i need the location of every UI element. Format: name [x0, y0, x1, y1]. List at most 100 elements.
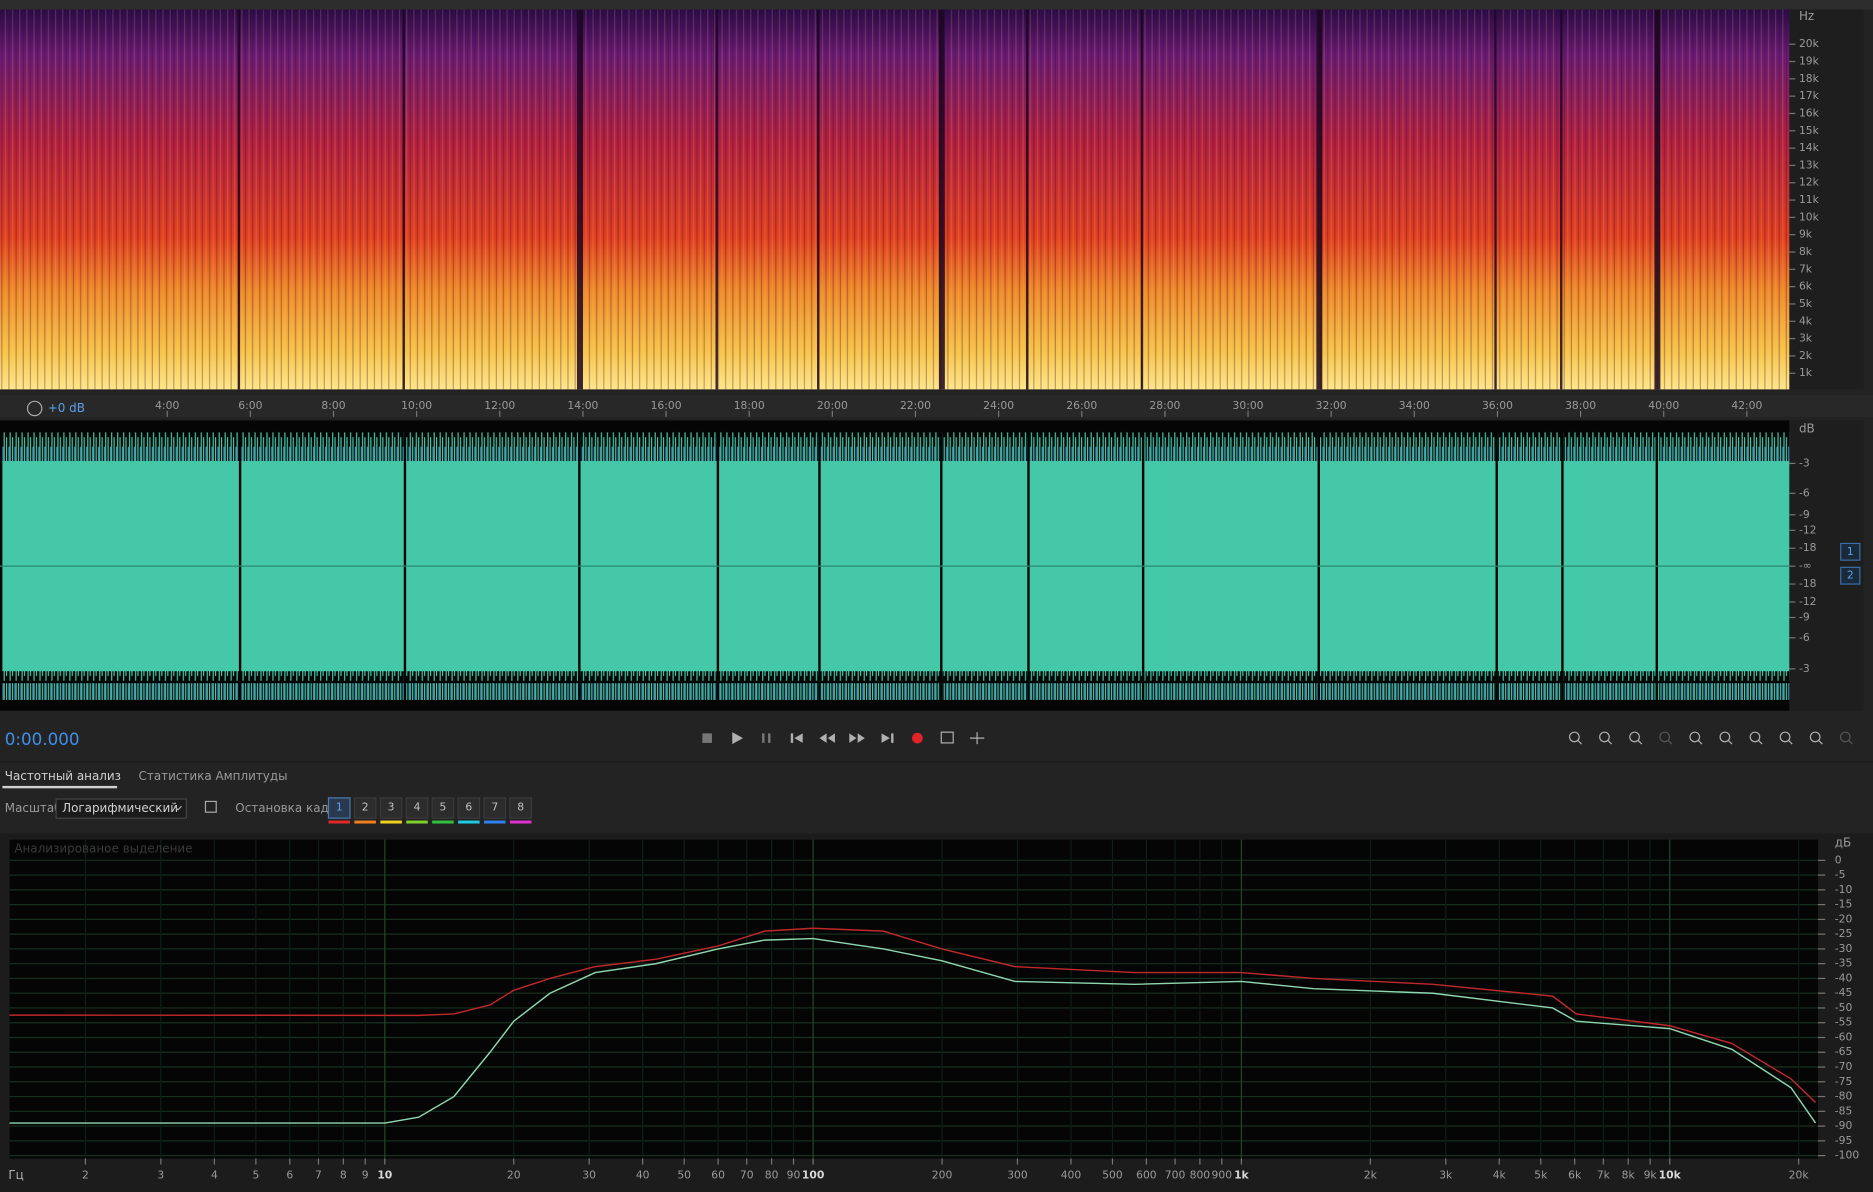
- channel-label[interactable]: 1: [1847, 545, 1854, 558]
- freeze-button-label[interactable]: 8: [517, 800, 524, 813]
- zoom-button[interactable]: [1839, 731, 1851, 743]
- timeline-label: 40:00: [1648, 399, 1679, 412]
- ruler-label: 13k: [1799, 158, 1820, 171]
- gain-knob[interactable]: [26, 400, 43, 417]
- rewind-button[interactable]: [819, 733, 835, 743]
- top-bar: [0, 0, 1873, 10]
- ruler-label: 8k: [1799, 245, 1813, 258]
- pause-button[interactable]: [762, 733, 771, 743]
- freeze-button-label[interactable]: 1: [336, 800, 343, 813]
- y-tick-label: -35: [1835, 957, 1853, 970]
- ruler-label: 3k: [1799, 332, 1813, 345]
- freeze-icon[interactable]: [204, 800, 217, 813]
- x-tick-label: 8: [340, 1168, 347, 1181]
- x-tick-label: 5: [252, 1168, 259, 1181]
- freeze-button[interactable]: [431, 797, 455, 819]
- x-tick-label: 2: [82, 1168, 89, 1181]
- timeline-label: 16:00: [651, 399, 682, 412]
- x-tick-label: 500: [1102, 1168, 1123, 1181]
- ruler-label: 4k: [1799, 314, 1813, 327]
- x-tick-label: 100: [802, 1168, 824, 1181]
- timeline-label: 26:00: [1066, 399, 1097, 412]
- ruler-label: -6: [1799, 631, 1810, 644]
- ruler-label: 19k: [1799, 55, 1820, 68]
- x-tick-label: 30: [582, 1168, 596, 1181]
- channel-badge[interactable]: [1840, 542, 1861, 561]
- loop-button[interactable]: [940, 731, 954, 744]
- channel-badge[interactable]: [1840, 566, 1861, 585]
- zoom-button[interactable]: [1809, 731, 1821, 743]
- zoom-button[interactable]: [1599, 731, 1610, 743]
- x-tick-label: 10k: [1659, 1168, 1682, 1181]
- channel-label[interactable]: 2: [1847, 569, 1854, 582]
- y-tick-label: -50: [1835, 1001, 1853, 1014]
- zoom-button[interactable]: [1689, 731, 1701, 743]
- x-tick-label: 50: [677, 1168, 691, 1181]
- ruler-label: 2k: [1799, 349, 1813, 362]
- freeze-button[interactable]: [457, 797, 481, 819]
- to-end-button[interactable]: [881, 733, 894, 743]
- forward-button[interactable]: [849, 733, 865, 743]
- stop-button[interactable]: [702, 733, 712, 743]
- spectrogram-gap: [1140, 9, 1144, 390]
- spectrogram-gap: [1560, 9, 1563, 390]
- spectrogram-gap: [402, 9, 405, 390]
- gain-value[interactable]: +0 dB: [48, 401, 85, 415]
- freeze-color: [458, 820, 480, 824]
- ruler-label: -∞: [1799, 559, 1812, 572]
- db-ruler: [1789, 420, 1864, 711]
- freeze-button-label[interactable]: 6: [465, 800, 472, 813]
- x-tick-label: 90: [787, 1168, 801, 1181]
- spectrogram-texture: [0, 9, 1790, 390]
- scale-value[interactable]: Логарифмический: [62, 801, 178, 815]
- scale-dropdown[interactable]: [55, 798, 187, 819]
- freeze-button-label[interactable]: 3: [388, 800, 395, 813]
- zoom-button[interactable]: [1629, 731, 1640, 743]
- freeze-button-label[interactable]: 5: [440, 800, 447, 813]
- zoom-button[interactable]: [1568, 731, 1580, 743]
- y-axis-label: дБ: [1835, 836, 1851, 850]
- y-tick-label: -55: [1835, 1016, 1853, 1029]
- zoom-handle: [1607, 740, 1613, 745]
- frequency-chart: 0 -5 -10 -15-20 -25 -30 -35-40 -45 -50 -55-60 -65 -…: [9, 839, 1859, 1181]
- freeze-button[interactable]: [327, 797, 351, 819]
- tab[interactable]: Статистика Амплитуды: [139, 769, 288, 783]
- tab[interactable]: Частотный анализ: [5, 769, 121, 783]
- record-button[interactable]: [912, 732, 923, 744]
- freeze-button-label[interactable]: 2: [362, 800, 369, 813]
- freeze-button-label[interactable]: 7: [491, 800, 498, 813]
- play-button[interactable]: [732, 732, 743, 745]
- chart-subtitle: Анализированое выделение: [14, 842, 192, 856]
- freeze-button-label[interactable]: 4: [414, 800, 421, 813]
- x-tick-label: 60: [711, 1168, 725, 1181]
- x-tick-label: 8k: [1622, 1168, 1636, 1181]
- y-tick-label: -95: [1835, 1134, 1853, 1147]
- timeline-label: 36:00: [1482, 399, 1513, 412]
- zoom-button[interactable]: [1749, 731, 1761, 743]
- skip-button[interactable]: [969, 732, 985, 745]
- freeze-color: [354, 820, 376, 824]
- x-tick-label: 600: [1136, 1168, 1157, 1181]
- y-tick-label: -80: [1835, 1090, 1853, 1103]
- ruler-label: 15k: [1799, 124, 1820, 137]
- freeze-button[interactable]: [509, 797, 533, 819]
- spectrogram-gap: [1316, 9, 1323, 390]
- timeline-label: 28:00: [1149, 399, 1180, 412]
- ruler-label: 20k: [1799, 37, 1820, 50]
- plot-area: [9, 839, 1819, 1159]
- ruler-label: -9: [1799, 508, 1810, 521]
- zoom-button[interactable]: [1779, 731, 1791, 743]
- timeline-label: 4:00: [155, 399, 179, 412]
- x-tick-label: 9: [362, 1168, 369, 1181]
- zoom-button[interactable]: [1659, 731, 1671, 743]
- freeze-button[interactable]: [483, 797, 507, 819]
- ruler-label: 17k: [1799, 89, 1820, 102]
- zoom-handle: [1818, 740, 1823, 745]
- freeze-button[interactable]: [405, 797, 429, 819]
- ruler-unit: dB: [1799, 421, 1815, 435]
- freeze-button[interactable]: [353, 797, 377, 819]
- to-start-button[interactable]: [790, 733, 803, 743]
- freeze-button[interactable]: [379, 797, 403, 819]
- zoom-button[interactable]: [1719, 731, 1731, 743]
